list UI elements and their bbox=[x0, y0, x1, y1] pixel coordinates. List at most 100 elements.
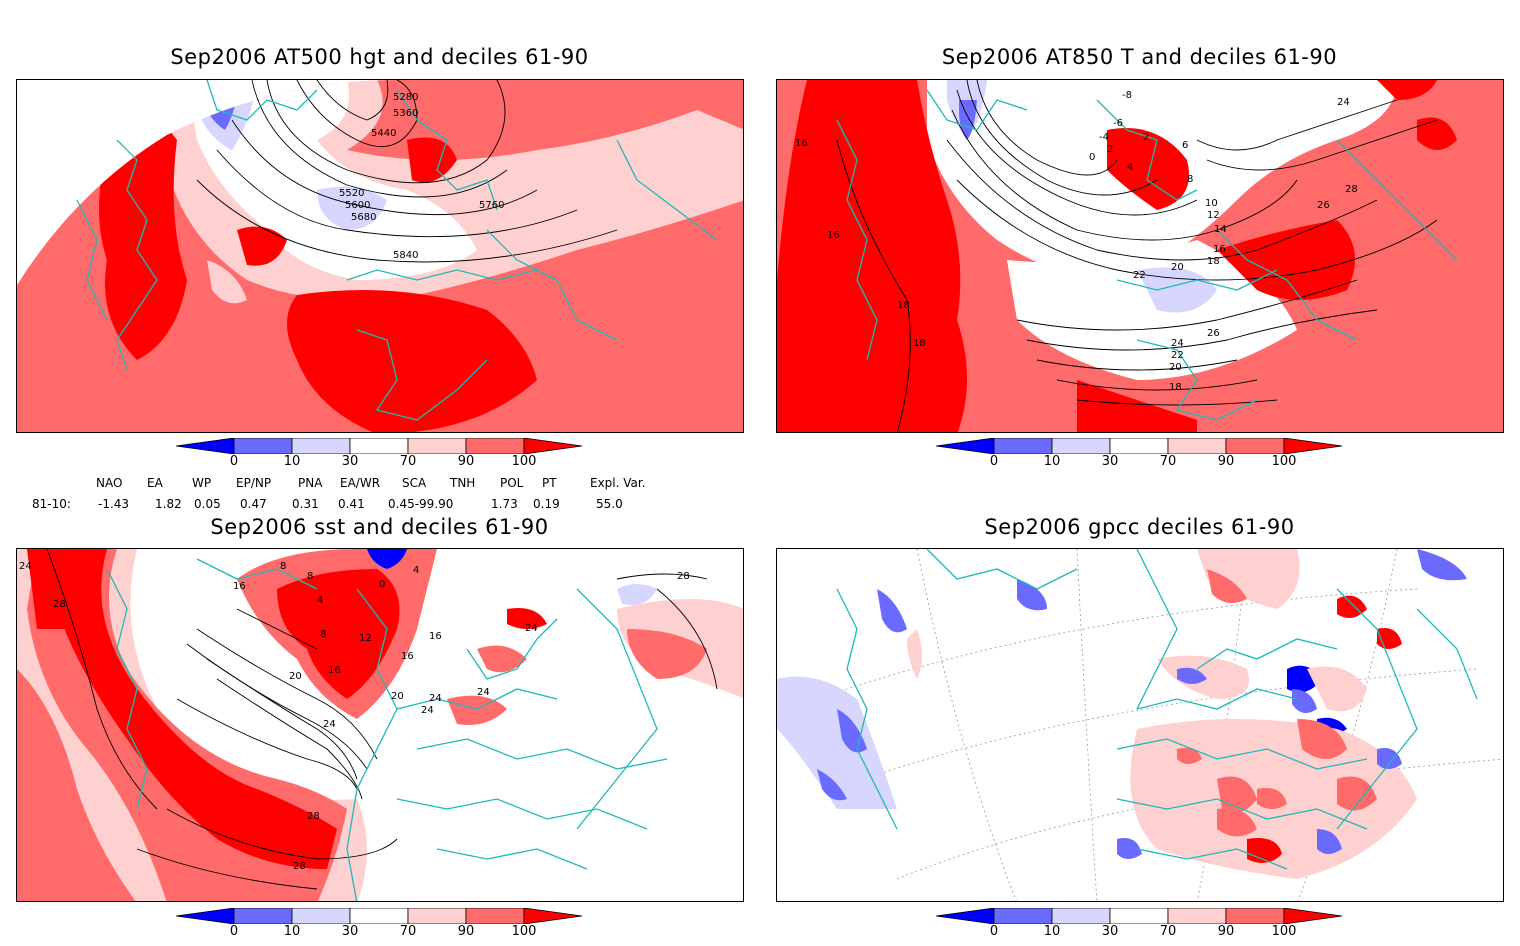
index-header: EA bbox=[147, 476, 163, 490]
colorbar-tick: 0 bbox=[989, 924, 999, 939]
contour-label: 24 bbox=[477, 687, 490, 698]
index-value: 0.45-99.90 bbox=[388, 497, 454, 511]
contour-label: 20 bbox=[1171, 262, 1184, 273]
colorbar-bottom-left: 0 10 30 70 90 100 bbox=[176, 908, 596, 946]
panel-at850-map: -8 -6 -4 2 0 2 6 4 8 10 12 14 16 18 20 2… bbox=[776, 79, 1504, 433]
contour-label: -4 bbox=[1099, 132, 1109, 143]
contour-label: 14 bbox=[1214, 224, 1227, 235]
contour-label: 18 bbox=[1169, 382, 1182, 393]
index-value: 55.0 bbox=[596, 497, 623, 511]
colorbar-tick: 0 bbox=[229, 454, 239, 469]
colorbar-tick: 30 bbox=[341, 924, 359, 939]
index-header: POL bbox=[500, 476, 524, 490]
index-header: WP bbox=[192, 476, 212, 490]
contour-label: 28 bbox=[307, 811, 320, 822]
contour-label: 22 bbox=[1133, 270, 1146, 281]
colorbar-tick: 70 bbox=[1159, 924, 1177, 939]
index-value: 0.19 bbox=[533, 497, 560, 511]
contour-label: -8 bbox=[1122, 90, 1132, 101]
contour-label: -6 bbox=[1113, 118, 1123, 129]
contour-label: 24 bbox=[323, 719, 336, 730]
contour-label: 24 bbox=[429, 693, 442, 704]
index-value: 0.05 bbox=[194, 497, 221, 511]
contour-label: 16 bbox=[795, 138, 808, 149]
colorbar-tick: 10 bbox=[1043, 924, 1061, 939]
contour-label: 28 bbox=[53, 599, 66, 610]
contour-label: 5840 bbox=[393, 250, 418, 261]
contour-label: 12 bbox=[359, 633, 372, 644]
contour-label: 18 bbox=[897, 300, 910, 311]
index-value: 0.31 bbox=[292, 497, 319, 511]
contour-label: 8 bbox=[320, 629, 326, 640]
contour-label: 5360 bbox=[393, 108, 418, 119]
contour-label: 16 bbox=[233, 581, 246, 592]
index-header: PNA bbox=[298, 476, 323, 490]
contour-label: 24 bbox=[525, 623, 538, 634]
colorbar-tick: 70 bbox=[399, 454, 417, 469]
contour-label: 0 bbox=[379, 579, 385, 590]
contour-label: 16 bbox=[328, 665, 341, 676]
colorbar-tick: 90 bbox=[457, 924, 475, 939]
index-value: 0.47 bbox=[240, 497, 267, 511]
panel-at500-map: 5280 5360 5440 5520 5600 5680 5760 5840 bbox=[16, 79, 744, 433]
contour-label: 28 bbox=[1345, 184, 1358, 195]
contour-label: 22 bbox=[1171, 350, 1184, 361]
contour-label: 5280 bbox=[393, 92, 418, 103]
contour-label: 0 bbox=[1089, 152, 1095, 163]
contour-label: 20 bbox=[289, 671, 302, 682]
index-header: SCA bbox=[402, 476, 427, 490]
colorbar-tick: 90 bbox=[1217, 454, 1235, 469]
panel-4-title: Sep2006 gpcc deciles 61-90 bbox=[984, 515, 1295, 539]
contour-label: 4 bbox=[1127, 162, 1133, 173]
index-row-label: 81-10: bbox=[32, 497, 71, 511]
contour-label: 5440 bbox=[371, 128, 396, 139]
contour-label: 28 bbox=[293, 861, 306, 872]
colorbar-tick: 90 bbox=[457, 454, 475, 469]
colorbar-tick: 100 bbox=[1271, 454, 1297, 469]
contour-label: 24 bbox=[19, 561, 32, 572]
colorbar-tick: 10 bbox=[1043, 454, 1061, 469]
contour-label: 2 bbox=[1107, 144, 1113, 155]
contour-label: 4 bbox=[317, 595, 323, 606]
contour-label: 24 bbox=[421, 705, 434, 716]
contour-label: 5520 bbox=[339, 188, 364, 199]
index-header: Expl. Var. bbox=[590, 476, 646, 490]
contour-label: 20 bbox=[391, 691, 404, 702]
index-header: TNH bbox=[450, 476, 476, 490]
index-header: PT bbox=[542, 476, 557, 490]
contour-label: 16 bbox=[827, 230, 840, 241]
colorbar-tick: 100 bbox=[1271, 924, 1297, 939]
contour-label: 8 bbox=[280, 561, 286, 572]
contour-label: 16 bbox=[401, 651, 414, 662]
index-value: 0.41 bbox=[338, 497, 365, 511]
colorbar-tick: 0 bbox=[989, 454, 999, 469]
contour-label: 28 bbox=[677, 571, 690, 582]
colorbar-tick: 10 bbox=[283, 924, 301, 939]
colorbar-tick: 90 bbox=[1217, 924, 1235, 939]
contour-label: 8 bbox=[1187, 174, 1193, 185]
contour-label: 24 bbox=[1171, 338, 1184, 349]
contour-label: 12 bbox=[1207, 210, 1220, 221]
contour-label: 18 bbox=[913, 338, 926, 349]
panel-3-title: Sep2006 sst and deciles 61-90 bbox=[210, 515, 549, 539]
colorbar-tick: 30 bbox=[1101, 454, 1119, 469]
panel-2-title: Sep2006 AT850 T and deciles 61-90 bbox=[941, 45, 1338, 69]
colorbar-top-right: 0 10 30 70 90 100 bbox=[936, 438, 1356, 476]
contour-label: 8 bbox=[307, 571, 313, 582]
colorbar-tick: 70 bbox=[1159, 454, 1177, 469]
contour-label: 24 bbox=[1337, 97, 1350, 108]
contour-label: 5760 bbox=[479, 200, 504, 211]
contour-label: 5680 bbox=[351, 212, 376, 223]
contour-label: 6 bbox=[1182, 140, 1188, 151]
index-value: 1.82 bbox=[155, 497, 182, 511]
colorbar-tick: 10 bbox=[283, 454, 301, 469]
panel-1-title: Sep2006 AT500 hgt and deciles 61-90 bbox=[170, 45, 589, 69]
colorbar-tick: 30 bbox=[341, 454, 359, 469]
contour-label: 16 bbox=[429, 631, 442, 642]
index-header: EP/NP bbox=[236, 476, 272, 490]
colorbar-bottom-right: 0 10 30 70 90 100 bbox=[936, 908, 1356, 946]
panel-sst-map: 24 28 16 8 8 4 0 4 16 8 12 16 20 16 24 2… bbox=[16, 548, 744, 902]
panel-gpcc-map bbox=[776, 548, 1504, 902]
contour-label: 20 bbox=[1169, 362, 1182, 373]
colorbar-tick: 100 bbox=[511, 924, 537, 939]
